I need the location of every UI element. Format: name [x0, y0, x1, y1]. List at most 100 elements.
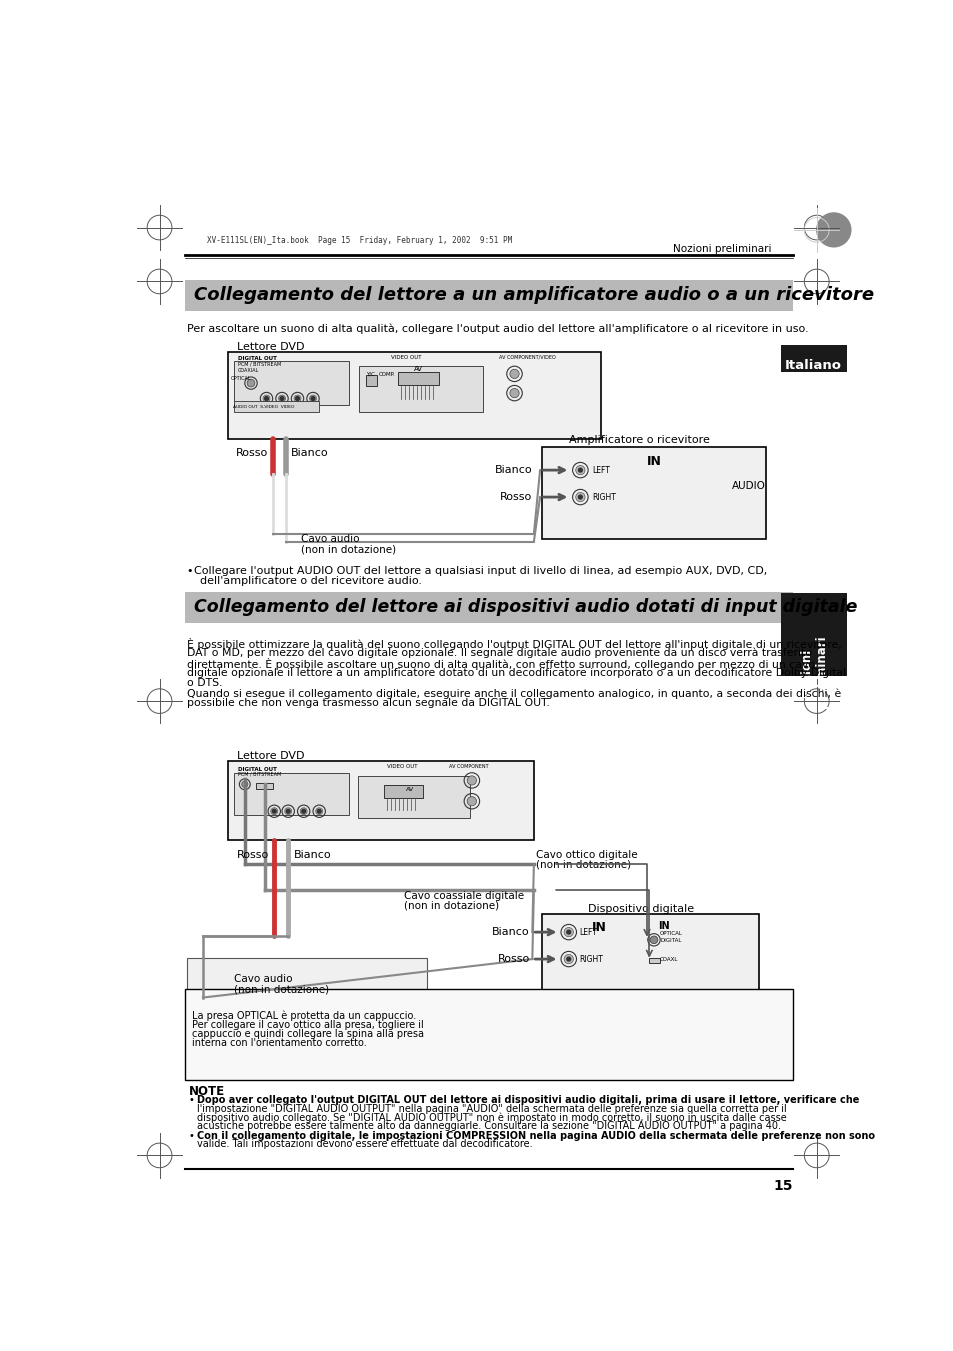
- Circle shape: [295, 397, 299, 400]
- Circle shape: [578, 496, 581, 499]
- Circle shape: [294, 394, 301, 403]
- Circle shape: [247, 380, 254, 386]
- Circle shape: [563, 928, 573, 936]
- Circle shape: [301, 809, 305, 813]
- Text: acustiche potrebbe essere talmente alto da danneggiarle. Consultare la sezione ": acustiche potrebbe essere talmente alto …: [196, 1121, 780, 1131]
- Circle shape: [816, 213, 850, 247]
- FancyBboxPatch shape: [185, 280, 792, 311]
- Circle shape: [271, 808, 277, 815]
- Text: Italiano: Italiano: [784, 359, 841, 373]
- Circle shape: [317, 809, 321, 813]
- Text: •: •: [187, 566, 193, 576]
- Text: PCM / BITSTREAM: PCM / BITSTREAM: [237, 771, 281, 777]
- Text: 15: 15: [773, 1178, 792, 1193]
- FancyBboxPatch shape: [185, 989, 792, 1079]
- Text: Cavo audio: Cavo audio: [233, 974, 293, 985]
- Text: dispositivo audio collegato. Se "DIGITAL AUDIO OUTPUT" non è impostato in modo c: dispositivo audio collegato. Se "DIGITAL…: [196, 1112, 785, 1123]
- Text: Rosso: Rosso: [499, 492, 532, 503]
- Text: Lettore DVD: Lettore DVD: [236, 751, 304, 761]
- FancyBboxPatch shape: [781, 593, 846, 677]
- FancyBboxPatch shape: [649, 958, 659, 963]
- Text: valide. Tali impostazioni devono essere effettuate dal decodificatore.: valide. Tali impostazioni devono essere …: [196, 1139, 532, 1150]
- Circle shape: [563, 954, 573, 963]
- Text: Rosso: Rosso: [235, 449, 268, 458]
- Text: Dispositivo digitale: Dispositivo digitale: [587, 904, 694, 913]
- Text: IN: IN: [592, 920, 606, 934]
- Circle shape: [264, 397, 268, 400]
- FancyBboxPatch shape: [781, 345, 846, 372]
- Circle shape: [272, 809, 276, 813]
- Text: AUDIO: AUDIO: [731, 481, 764, 490]
- Circle shape: [575, 493, 584, 501]
- Text: Amplificatore o ricevitore: Amplificatore o ricevitore: [568, 435, 709, 446]
- Text: OPTICAL: OPTICAL: [659, 931, 682, 936]
- FancyBboxPatch shape: [228, 351, 600, 439]
- Text: Cavo ottico digitale: Cavo ottico digitale: [536, 850, 638, 859]
- Circle shape: [467, 797, 476, 805]
- Circle shape: [300, 808, 307, 815]
- Text: (non in dotazione): (non in dotazione): [404, 901, 499, 911]
- Text: IN: IN: [646, 455, 660, 467]
- FancyBboxPatch shape: [187, 958, 427, 1008]
- Circle shape: [467, 775, 476, 785]
- Circle shape: [309, 394, 316, 403]
- Text: AV: AV: [405, 788, 414, 792]
- Circle shape: [315, 808, 322, 815]
- Text: LEFT: LEFT: [579, 928, 597, 936]
- Text: (non in dotazione): (non in dotazione): [536, 859, 631, 870]
- Text: DIGITAL: DIGITAL: [659, 938, 680, 943]
- Circle shape: [566, 931, 570, 934]
- Text: Cavo audio: Cavo audio: [301, 534, 359, 544]
- Circle shape: [278, 394, 285, 403]
- Text: Collegamento del lettore a un amplificatore audio o a un ricevitore: Collegamento del lettore a un amplificat…: [193, 286, 873, 304]
- Circle shape: [575, 466, 584, 474]
- Text: RIGHT: RIGHT: [592, 493, 616, 501]
- Text: Con il collegamento digitale, le impostazioni COMPRESSION nella pagina AUDIO del: Con il collegamento digitale, le imposta…: [196, 1131, 874, 1140]
- FancyBboxPatch shape: [228, 761, 534, 840]
- Text: •: •: [189, 1131, 194, 1140]
- Text: RIGHT: RIGHT: [579, 955, 603, 963]
- Text: VIDEO OUT: VIDEO OUT: [391, 354, 421, 359]
- Text: Nozioni
preliminari: Nozioni preliminari: [799, 636, 827, 708]
- Text: direttamente. È possibile ascoltare un suono di alta qualità, con effetto surrou: direttamente. È possibile ascoltare un s…: [187, 658, 814, 670]
- Text: È possibile ottimizzare la qualità del suono collegando l'output DIGITAL OUT del: È possibile ottimizzare la qualità del s…: [187, 638, 841, 650]
- Text: o DTS.: o DTS.: [187, 678, 222, 688]
- Text: AUDIO OUT  S-VIDEO  VIDEO: AUDIO OUT S-VIDEO VIDEO: [233, 405, 294, 408]
- Text: OPTICAL: OPTICAL: [231, 376, 252, 381]
- Circle shape: [263, 394, 270, 403]
- Text: dell'amplificatore o del ricevitore audio.: dell'amplificatore o del ricevitore audi…: [199, 576, 421, 585]
- Text: La presa OPTICAL è protetta da un cappuccio.: La presa OPTICAL è protetta da un cappuc…: [192, 1011, 416, 1021]
- Text: •: •: [189, 1096, 194, 1105]
- Circle shape: [241, 781, 248, 788]
- Text: DAT o MD, per mezzo del cavo digitale opzionale. Il segnale digitale audio prove: DAT o MD, per mezzo del cavo digitale op…: [187, 648, 811, 658]
- Text: Bianco: Bianco: [291, 449, 329, 458]
- Circle shape: [509, 389, 518, 397]
- Circle shape: [280, 397, 284, 400]
- Text: Cavo coassiale digitale: Cavo coassiale digitale: [404, 890, 524, 901]
- FancyBboxPatch shape: [357, 775, 470, 819]
- FancyBboxPatch shape: [233, 401, 319, 412]
- Circle shape: [509, 369, 518, 378]
- Text: AV COMPONENT/VIDEO: AV COMPONENT/VIDEO: [498, 354, 556, 359]
- Text: Bianco: Bianco: [492, 927, 530, 938]
- Text: Per ascoltare un suono di alta qualità, collegare l'output audio del lettore all: Per ascoltare un suono di alta qualità, …: [187, 324, 807, 334]
- Text: COMP.: COMP.: [378, 372, 395, 377]
- Circle shape: [649, 936, 658, 943]
- Text: VIDEO OUT: VIDEO OUT: [387, 765, 416, 769]
- Text: (non in dotazione): (non in dotazione): [233, 985, 329, 994]
- Text: Dopo aver collegato l'output DIGITAL OUT del lettore ai dispositivi audio digita: Dopo aver collegato l'output DIGITAL OUT…: [196, 1096, 859, 1105]
- Text: NOTE: NOTE: [189, 1085, 225, 1097]
- Text: DIGITAL OUT: DIGITAL OUT: [237, 766, 276, 771]
- FancyBboxPatch shape: [541, 915, 758, 990]
- Text: PCM / BITSTREAM: PCM / BITSTREAM: [237, 362, 281, 366]
- Circle shape: [311, 397, 314, 400]
- FancyBboxPatch shape: [365, 374, 377, 386]
- Text: Collegare l'output AUDIO OUT del lettore a qualsiasi input di livello di linea, : Collegare l'output AUDIO OUT del lettore…: [194, 566, 767, 576]
- Text: XV-E111SL(EN)_Ita.book  Page 15  Friday, February 1, 2002  9:51 PM: XV-E111SL(EN)_Ita.book Page 15 Friday, F…: [207, 236, 512, 245]
- Text: Rosso: Rosso: [497, 954, 530, 965]
- FancyBboxPatch shape: [384, 785, 422, 798]
- Circle shape: [284, 808, 292, 815]
- Text: cappuccio e quindi collegare la spina alla presa: cappuccio e quindi collegare la spina al…: [192, 1029, 424, 1039]
- Circle shape: [566, 957, 570, 961]
- Text: AV: AV: [414, 366, 422, 372]
